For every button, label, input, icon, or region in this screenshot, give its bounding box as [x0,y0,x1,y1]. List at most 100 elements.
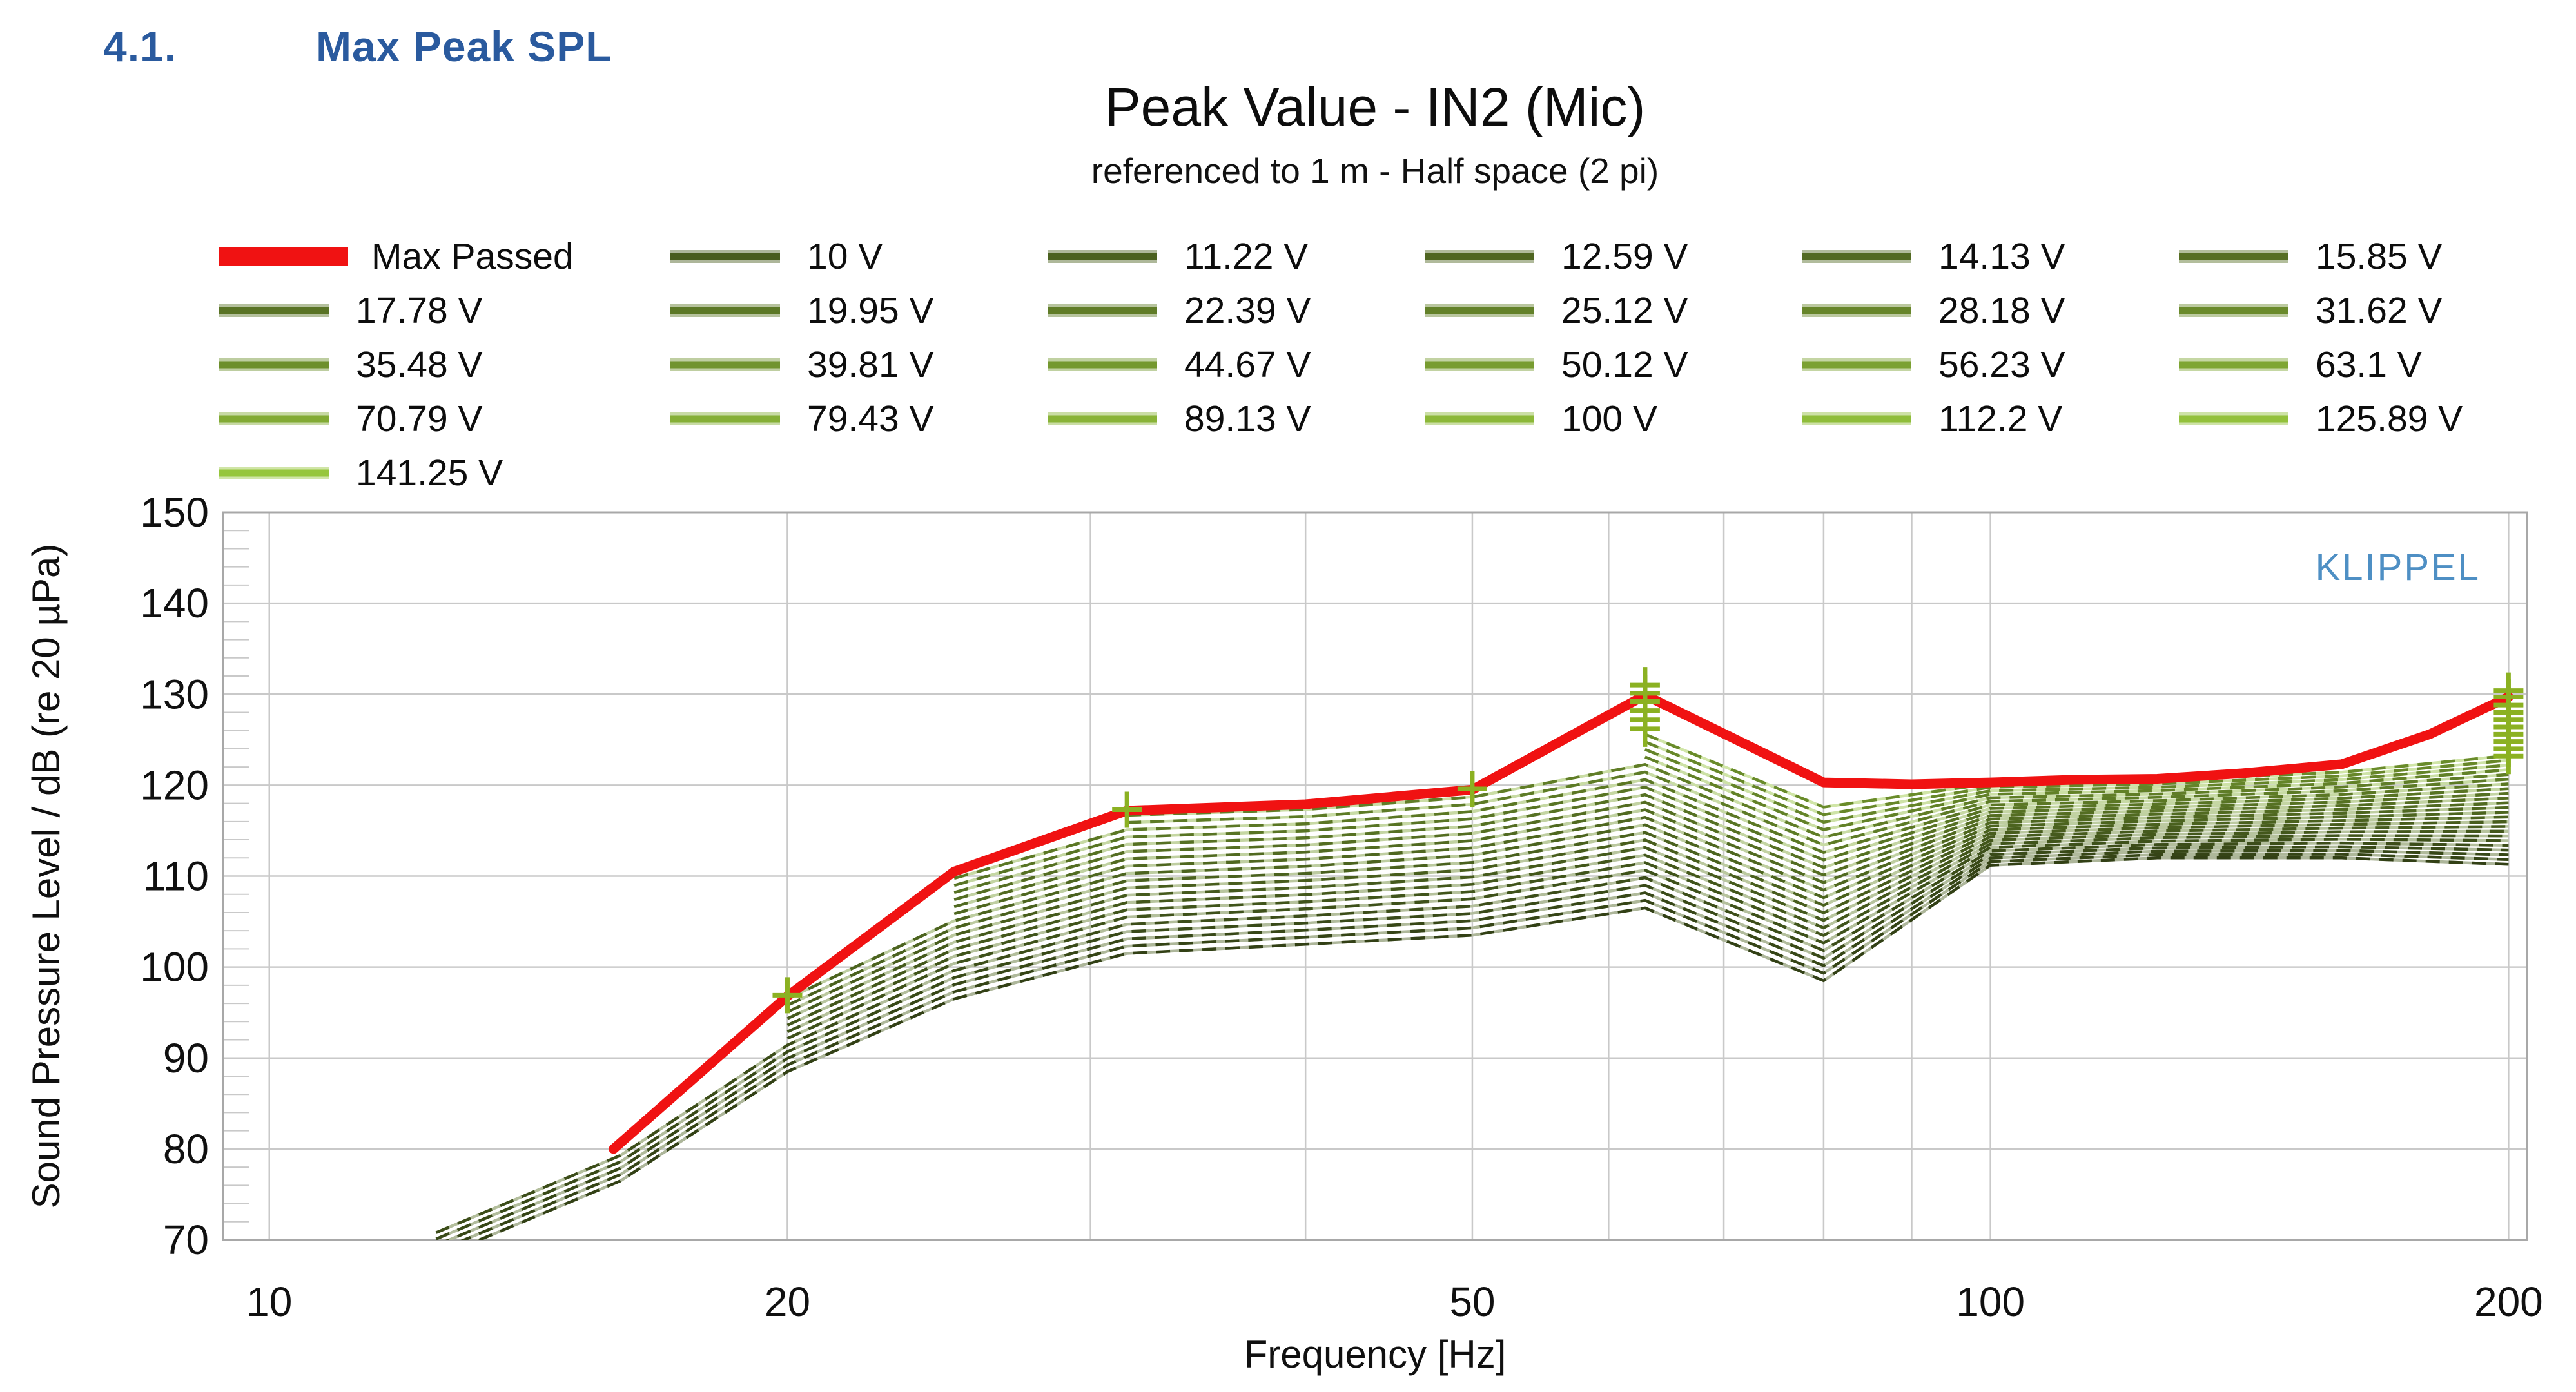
legend-label: 100 V [1561,398,1657,440]
legend-line-swatch [219,467,329,479]
voltage-curves [435,733,2509,1240]
legend-line-swatch [219,412,329,425]
legend-line-swatch [2179,250,2288,263]
legend-entry-max-passed: Max Passed [219,236,670,277]
legend-label: 112.2 V [1938,398,2063,440]
voltage-curve [953,791,2509,894]
klippel-logo: KLIPPEL [2316,546,2481,588]
voltage-curve [1644,733,2509,809]
legend-label: 31.62 V [2316,290,2443,331]
legend-line-swatch [2179,358,2288,371]
plus-marker [1630,710,1660,747]
section-number: 4.1. [103,23,177,70]
x-tick-label: 10 [246,1279,292,1325]
voltage-curve [953,778,2509,880]
voltage-curve [786,825,2509,1020]
voltage-curve [786,829,2509,1027]
voltage-curve [1644,740,2509,817]
voltage-curve [786,838,2509,1040]
voltage-curve [435,841,2509,1234]
x-axis-title: Frequency [Hz] [1244,1333,1507,1376]
plus-marker [2493,672,2524,709]
legend-label: 125.89 V [2316,398,2463,440]
y-tick-label: 100 [140,944,209,991]
legend-line-swatch [1802,250,1911,263]
plus-marker [2493,738,2524,775]
max-passed-curve [609,690,2513,1154]
legend-line-swatch [1802,412,1911,425]
legend-entry-voltage: 25.12 V [1425,290,1802,331]
legend-entry-voltage: 63.1 V [2179,344,2540,385]
voltage-curve [1644,748,2509,824]
y-tick-label: 120 [140,762,209,808]
legend-entry-voltage: 10 V [670,236,1048,277]
voltage-curve [435,845,2509,1240]
legend-label: 56.23 V [1938,344,2065,385]
voltage-curve [786,834,2509,1034]
voltage-curve [953,806,2509,916]
chart-title-block: Peak Value - IN2 (Mic) referenced to 1 m… [223,76,2527,191]
legend-entry-voltage: 15.85 V [2179,236,2540,277]
legend-entry-voltage: 100 V [1425,398,1802,440]
plus-marker [2493,701,2524,738]
x-tick-label: 20 [765,1279,810,1325]
legend-label: 89.13 V [1184,398,1311,440]
legend-line-swatch [1425,250,1534,263]
voltage-curve [953,801,2509,909]
plus-marker [1457,771,1487,807]
voltage-curve [1127,762,2509,839]
legend-label: 141.25 V [356,452,503,494]
legend-label: 17.78 V [356,290,483,331]
y-tick-label: 110 [143,853,209,900]
plus-marker [1630,667,1660,704]
plus-marker [1630,692,1660,729]
legend-line-swatch [1048,358,1157,371]
legend-entry-voltage: 56.23 V [1802,344,2179,385]
section-title: Max Peak SPL [316,23,612,70]
plus-marker [1630,683,1660,720]
legend-entry-voltage: 79.43 V [670,398,1048,440]
legend-entry-voltage: 44.67 V [1048,344,1425,385]
legend-line-swatch [219,304,329,317]
legend-line-swatch [670,304,780,317]
plus-marker [2493,709,2524,746]
pass-markers [772,667,2524,1014]
legend-line-swatch [670,412,780,425]
legend-label: 12.59 V [1561,236,1688,277]
y-axis-title: Sound Pressure Level / dB (re 20 µPa) [24,544,68,1209]
legend-label: 25.12 V [1561,290,1688,331]
legend-line-swatch [2179,412,2288,425]
legend-label: 39.81 V [807,344,934,385]
voltage-curve [1644,755,2509,831]
plus-marker [2493,730,2524,767]
legend-line-swatch [1425,358,1534,371]
legend-entry-voltage: 70.79 V [219,398,670,440]
legend-entry-voltage: 22.39 V [1048,290,1425,331]
legend-label: 22.39 V [1184,290,1311,331]
plus-marker [2493,679,2524,715]
voltage-curve [953,797,2509,902]
legend-label: 10 V [807,236,883,277]
section-heading: 4.1. Max Peak SPL [103,22,612,71]
voltage-curve [786,811,2509,1000]
legend-line-swatch [1425,304,1534,317]
legend-label: 14.13 V [1938,236,2065,277]
legend-label: Max Passed [371,236,574,277]
x-tick-label: 50 [1449,1279,1495,1325]
plus-marker [2493,687,2524,724]
legend-line-swatch [219,247,348,266]
legend-label: 19.95 V [807,290,934,331]
legend-entry-voltage: 50.12 V [1425,344,1802,385]
y-tick-label: 150 [140,489,209,536]
legend-label: 79.43 V [807,398,934,440]
y-tick-label: 130 [140,671,209,717]
legend-line-swatch [1048,412,1157,425]
voltage-curve [475,856,2509,1240]
y-tick-label: 70 [163,1217,209,1263]
plus-marker [2493,723,2524,760]
plus-marker [1630,701,1660,738]
voltage-curve [1127,770,2509,847]
legend-entry-voltage: 12.59 V [1425,236,1802,277]
plus-marker [2493,694,2524,731]
